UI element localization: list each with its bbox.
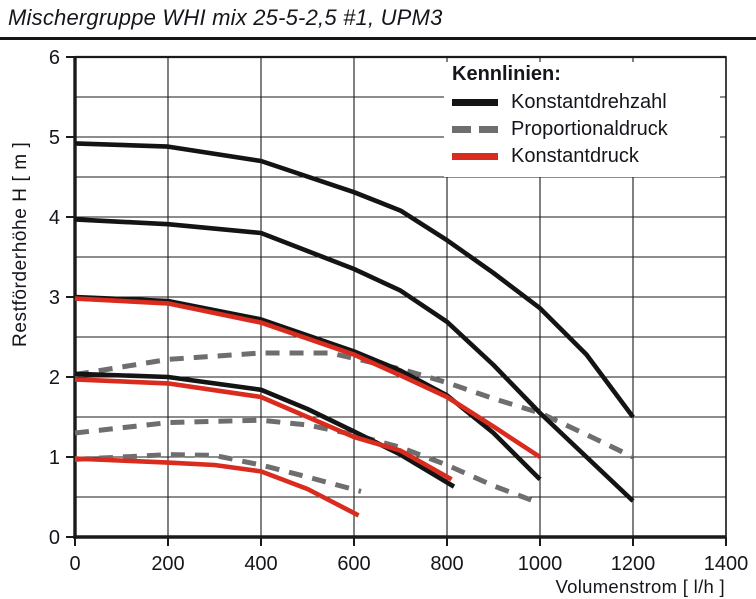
x-axis-label: Volumenstrom [ l/h ]	[555, 576, 725, 597]
series-konstantdrehzahl-3	[74, 294, 542, 482]
x-tick-label: 1000	[518, 553, 563, 575]
solid-red-line-swatch	[452, 153, 498, 160]
y-tick-label: 6	[49, 47, 60, 69]
x-tick-labels: 0 200 400 600 800 1000 1200 1400	[69, 553, 748, 575]
legend-item-proportionaldruck: Proportionaldruck	[452, 116, 720, 143]
y-tick-label: 4	[49, 207, 60, 229]
chart-title: Mischergruppe WHI mix 25-5-2,5 #1, UPM3	[8, 5, 443, 30]
y-tick-label: 3	[49, 287, 60, 309]
x-tick-label: 0	[69, 553, 80, 575]
x-tick-label: 800	[430, 553, 463, 575]
legend: Kennlinien: Konstantdrehzahl Proportiona…	[444, 62, 720, 177]
legend-label: Konstantdrehzahl	[511, 91, 667, 113]
legend-title: Kennlinien:	[452, 63, 561, 85]
solid-black-line-swatch	[452, 99, 498, 106]
x-tick-label: 1200	[611, 553, 656, 575]
legend-item-konstantdrehzahl: Konstantdrehzahl	[452, 89, 720, 116]
series-konstantdrehzahl-2	[74, 217, 635, 503]
y-tick-label: 1	[49, 447, 60, 469]
y-axis-label: Restförderhöhe H [ m ]	[10, 141, 31, 347]
series-konstantdrehzahl-1	[74, 141, 635, 419]
legend-label: Konstantdruck	[511, 145, 639, 167]
series-proportionaldruck-3	[74, 452, 362, 494]
series-proportionaldruck-2	[74, 417, 541, 506]
title-rule	[0, 37, 756, 40]
y-tick-label: 0	[49, 527, 60, 549]
series-konstantdruck-2	[74, 377, 453, 482]
dashed-gray-line-swatch	[452, 126, 498, 133]
series-konstantdruck-1	[74, 296, 542, 459]
legend-label: Proportionaldruck	[511, 118, 668, 140]
series-konstantdruck-3	[74, 456, 360, 518]
x-tick-label: 600	[337, 553, 370, 575]
x-tick-label: 200	[151, 553, 184, 575]
x-tick-label: 1400	[704, 553, 749, 575]
legend-item-konstantdruck: Konstantdruck	[452, 143, 720, 170]
x-tick-label: 400	[244, 553, 277, 575]
series-konstantdrehzahl-4	[74, 371, 456, 489]
y-tick-label: 2	[49, 367, 60, 389]
y-tick-labels: 0 1 2 3 4 5 6	[49, 47, 60, 549]
y-tick-label: 5	[49, 127, 60, 149]
